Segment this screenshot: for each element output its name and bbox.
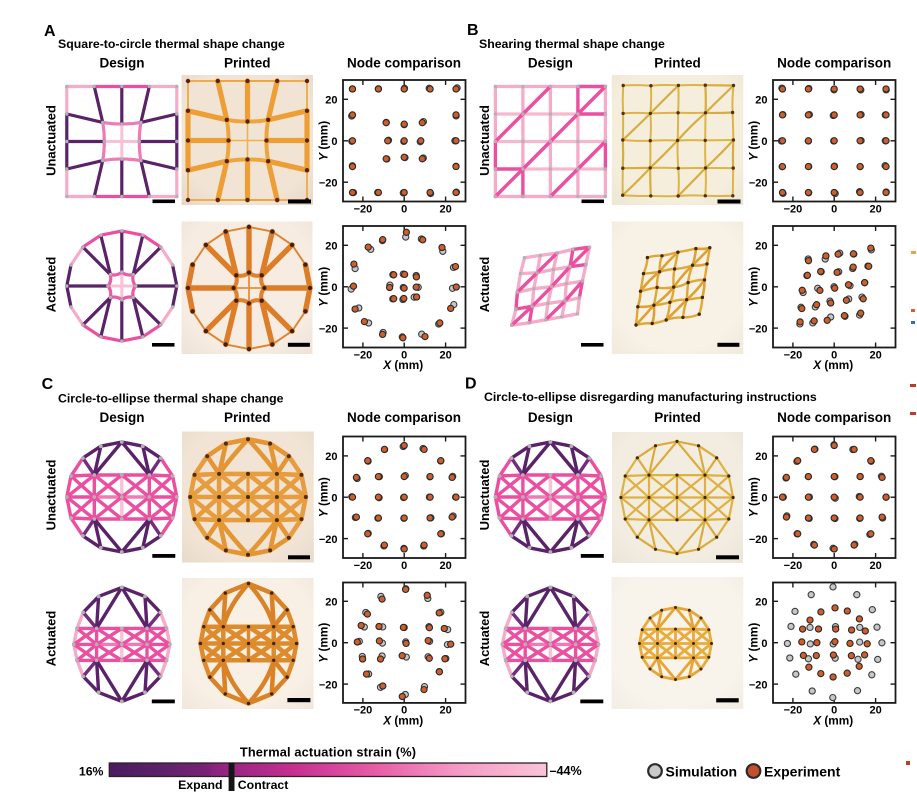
svg-text:−20: −20 (749, 323, 768, 335)
svg-text:20: 20 (869, 705, 881, 717)
svg-text:Y (mm): Y (mm) (747, 477, 761, 517)
svg-text:0: 0 (331, 136, 337, 148)
svg-text:16%: 16% (79, 765, 104, 779)
svg-text:Unactuated: Unactuated (477, 460, 492, 531)
svg-text:D: D (465, 376, 477, 393)
svg-text:Printed: Printed (224, 410, 271, 425)
svg-text:0: 0 (331, 493, 337, 505)
svg-text:−20: −20 (354, 705, 373, 717)
svg-text:Printed: Printed (654, 56, 701, 71)
svg-text:Actuated: Actuated (477, 257, 492, 313)
svg-text:20: 20 (439, 560, 451, 572)
svg-text:Actuated: Actuated (44, 257, 59, 313)
svg-text:0: 0 (401, 349, 407, 361)
svg-text:B: B (467, 22, 479, 39)
svg-text:20: 20 (755, 451, 767, 463)
svg-text:Unactuated: Unactuated (44, 460, 59, 531)
svg-text:−20: −20 (354, 203, 373, 215)
svg-text:Y (mm): Y (mm) (747, 121, 761, 161)
svg-text:−20: −20 (784, 560, 803, 572)
svg-text:0: 0 (401, 203, 407, 215)
svg-text:−20: −20 (354, 349, 373, 361)
svg-text:Circle-to-ellipse disregarding: Circle-to-ellipse disregarding manufactu… (484, 390, 817, 404)
svg-text:Shearing thermal shape change: Shearing thermal shape change (479, 37, 665, 51)
svg-text:Square-to-circle thermal shape: Square-to-circle thermal shape change (58, 37, 285, 51)
svg-text:X (mm): X (mm) (812, 358, 853, 372)
svg-text:−20: −20 (319, 178, 338, 190)
svg-text:Unactuated: Unactuated (477, 105, 492, 176)
svg-text:X (mm): X (mm) (812, 713, 853, 727)
svg-text:Actuated: Actuated (44, 611, 59, 667)
svg-text:−20: −20 (749, 534, 768, 546)
svg-text:20: 20 (325, 451, 337, 463)
svg-text:20: 20 (755, 95, 767, 107)
svg-text:20: 20 (325, 95, 337, 107)
svg-text:X (mm): X (mm) (382, 713, 423, 727)
svg-text:−20: −20 (354, 560, 373, 572)
svg-text:Y (mm): Y (mm) (317, 623, 331, 663)
svg-text:Simulation: Simulation (666, 764, 738, 780)
svg-text:20: 20 (325, 241, 337, 253)
svg-text:0: 0 (331, 638, 337, 650)
svg-text:Actuated: Actuated (477, 611, 492, 667)
svg-text:Y (mm): Y (mm) (317, 121, 331, 161)
svg-text:0: 0 (761, 282, 767, 294)
svg-text:Thermal actuation strain (%): Thermal actuation strain (%) (240, 745, 416, 760)
svg-text:20: 20 (869, 560, 881, 572)
svg-text:Y (mm): Y (mm) (317, 267, 331, 307)
svg-text:0: 0 (831, 705, 837, 717)
svg-text:Y (mm): Y (mm) (747, 267, 761, 307)
svg-text:20: 20 (755, 597, 767, 609)
svg-text:0: 0 (831, 560, 837, 572)
svg-text:20: 20 (439, 203, 451, 215)
svg-text:−20: −20 (784, 349, 803, 361)
svg-text:−20: −20 (749, 178, 768, 190)
svg-text:Experiment: Experiment (764, 764, 841, 780)
svg-text:0: 0 (401, 560, 407, 572)
svg-text:−20: −20 (784, 705, 803, 717)
svg-text:20: 20 (325, 597, 337, 609)
svg-text:–44%: –44% (550, 764, 582, 778)
svg-text:Node comparison: Node comparison (347, 56, 461, 71)
svg-text:Unactuated: Unactuated (44, 105, 59, 176)
svg-text:Circle-to-ellipse thermal shap: Circle-to-ellipse thermal shape change (58, 392, 284, 406)
svg-text:Design: Design (528, 410, 573, 425)
svg-text:0: 0 (761, 638, 767, 650)
svg-text:20: 20 (755, 241, 767, 253)
svg-text:Node comparison: Node comparison (347, 410, 461, 425)
svg-text:Node comparison: Node comparison (777, 56, 891, 71)
svg-text:Design: Design (528, 56, 573, 71)
svg-text:Printed: Printed (654, 410, 701, 425)
svg-text:0: 0 (401, 705, 407, 717)
svg-text:0: 0 (831, 349, 837, 361)
svg-text:A: A (44, 23, 56, 40)
svg-text:−20: −20 (319, 534, 338, 546)
svg-text:X (mm): X (mm) (382, 358, 423, 372)
svg-text:20: 20 (869, 349, 881, 361)
svg-text:20: 20 (869, 203, 881, 215)
svg-text:0: 0 (761, 493, 767, 505)
svg-text:Y (mm): Y (mm) (747, 623, 761, 663)
svg-text:0: 0 (831, 203, 837, 215)
svg-text:Node comparison: Node comparison (777, 410, 891, 425)
svg-text:Design: Design (99, 56, 144, 71)
svg-text:Y (mm): Y (mm) (317, 477, 331, 517)
svg-text:−20: −20 (319, 323, 338, 335)
svg-text:Expand: Expand (178, 778, 222, 792)
svg-text:20: 20 (439, 705, 451, 717)
svg-text:−20: −20 (749, 679, 768, 691)
svg-text:−20: −20 (319, 679, 338, 691)
svg-text:−20: −20 (784, 203, 803, 215)
svg-text:Contract: Contract (238, 778, 289, 792)
svg-text:20: 20 (439, 349, 451, 361)
svg-text:0: 0 (761, 136, 767, 148)
svg-text:Design: Design (99, 410, 144, 425)
svg-text:0: 0 (331, 282, 337, 294)
svg-text:Printed: Printed (224, 56, 271, 71)
svg-text:C: C (42, 376, 54, 393)
